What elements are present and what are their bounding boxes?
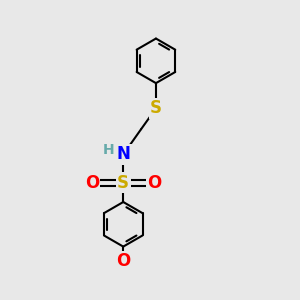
Text: H: H bbox=[103, 143, 114, 157]
Text: S: S bbox=[117, 174, 129, 192]
Text: N: N bbox=[116, 146, 130, 164]
Text: S: S bbox=[150, 99, 162, 117]
Text: O: O bbox=[116, 253, 130, 271]
Text: O: O bbox=[147, 174, 162, 192]
Text: O: O bbox=[85, 174, 99, 192]
